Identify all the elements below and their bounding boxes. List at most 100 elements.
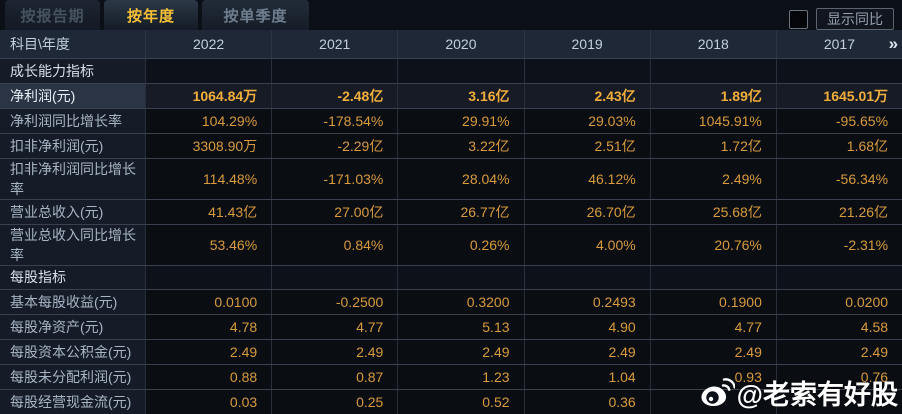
row-label: 基本每股收益(元)	[0, 290, 145, 315]
table-cell	[649, 390, 776, 414]
year-header-label: 2017	[823, 36, 856, 52]
table-cell: -0.2500	[271, 290, 398, 315]
table-cell: 3.16亿	[397, 83, 524, 108]
table-cell: 41.43亿	[145, 199, 272, 224]
table-cell: 0.36	[523, 390, 650, 414]
table-cell: 2.49	[145, 340, 272, 365]
table-row-net-profit[interactable]: 净利润(元) 1064.84万 -2.48亿 3.16亿 2.43亿 1.89亿…	[0, 82, 902, 108]
table-cell	[397, 59, 524, 83]
table-row-undistributed-profit-per-share[interactable]: 每股未分配利润(元) 0.88 0.87 1.23 1.04 0.93 0.76	[0, 364, 902, 390]
more-years-icon[interactable]: »	[888, 34, 899, 53]
table-row-net-profit-yoy[interactable]: 净利润同比增长率 104.29% -178.54% 29.91% 29.03% …	[0, 107, 902, 133]
table-cell: 1.04	[523, 365, 650, 390]
table-cell	[523, 265, 650, 290]
table-cell: 0.93	[649, 365, 776, 390]
table-row-total-revenue-yoy[interactable]: 营业总收入同比增长率 53.46% 0.84% 0.26% 4.00% 20.7…	[0, 223, 902, 265]
table-cell: -171.03%	[271, 158, 398, 199]
table-cell: 104.29%	[145, 108, 272, 133]
year-header: 2018	[649, 30, 776, 58]
table-row-total-revenue[interactable]: 营业总收入(元) 41.43亿 27.00亿 26.77亿 26.70亿 25.…	[0, 198, 902, 224]
table-row-deducted-profit-yoy[interactable]: 扣非净利润同比增长率 114.48% -171.03% 28.04% 46.12…	[0, 157, 902, 199]
yoy-controls: 显示同比	[789, 8, 902, 30]
table-cell: 0.88	[145, 365, 272, 390]
section-title: 每股指标	[0, 265, 145, 290]
table-cell: 2.49	[523, 340, 650, 365]
tab-report-period[interactable]: 按报告期	[5, 0, 100, 30]
show-yoy-label[interactable]: 显示同比	[816, 8, 894, 30]
table-row-basic-eps[interactable]: 基本每股收益(元) 0.0100 -0.2500 0.3200 0.2493 0…	[0, 289, 902, 315]
table-cell: 0.3200	[397, 290, 524, 315]
table-cell: -178.54%	[271, 108, 398, 133]
tab-by-quarter[interactable]: 按单季度	[202, 0, 309, 30]
table-cell: 4.90	[523, 315, 650, 340]
table-row-operating-cash-flow-per-share[interactable]: 每股经营现金流(元) 0.03 0.25 0.52 0.36	[0, 389, 902, 414]
table-cell: 21.26亿	[775, 199, 902, 224]
table-cell: 2.49	[649, 340, 776, 365]
corner-header: 科目\年度	[0, 30, 145, 58]
table-cell: 53.46%	[145, 224, 272, 265]
table-cell: 46.12%	[523, 158, 650, 199]
section-row-per-share: 每股指标	[0, 264, 902, 290]
table-cell: 0.84%	[271, 224, 398, 265]
table-cell: -2.31%	[775, 224, 902, 265]
year-header: 2017 »	[775, 30, 902, 58]
table-cell: 0.2493	[523, 290, 650, 315]
year-header: 2019	[523, 30, 650, 58]
table-cell: 0.76	[775, 365, 902, 390]
table-cell: 2.49	[775, 340, 902, 365]
table-cell: -56.34%	[775, 158, 902, 199]
table-cell: 0.26%	[397, 224, 524, 265]
table-cell: 25.68亿	[649, 199, 776, 224]
table-cell	[775, 265, 902, 290]
table-cell	[649, 265, 776, 290]
table-cell	[271, 265, 398, 290]
table-cell: 1.23	[397, 365, 524, 390]
row-label: 净利润(元)	[0, 83, 145, 108]
table-cell: 4.78	[145, 315, 272, 340]
table-cell: 2.51亿	[523, 133, 650, 158]
table-cell: 0.0200	[775, 290, 902, 315]
table-cell: 1.68亿	[775, 133, 902, 158]
table-row-nav-per-share[interactable]: 每股净资产(元) 4.78 4.77 5.13 4.90 4.77 4.58	[0, 314, 902, 340]
row-label: 每股资本公积金(元)	[0, 340, 145, 365]
show-yoy-checkbox[interactable]	[789, 9, 808, 29]
row-label: 营业总收入同比增长率	[0, 224, 145, 265]
table-cell: 4.00%	[523, 224, 650, 265]
row-label: 每股净资产(元)	[0, 315, 145, 340]
table-cell	[145, 59, 272, 83]
table-cell: 26.77亿	[397, 199, 524, 224]
table-cell: 29.03%	[523, 108, 650, 133]
table-cell: 0.1900	[649, 290, 776, 315]
table-cell: 27.00亿	[271, 199, 398, 224]
table-cell: 2.49	[397, 340, 524, 365]
section-row-growth: 成长能力指标	[0, 58, 902, 83]
table-cell	[775, 390, 902, 414]
row-label: 扣非净利润同比增长率	[0, 158, 145, 199]
table-cell: 114.48%	[145, 158, 272, 199]
table-cell: 0.25	[271, 390, 398, 414]
table-row-capital-reserve-per-share[interactable]: 每股资本公积金(元) 2.49 2.49 2.49 2.49 2.49 2.49	[0, 339, 902, 365]
table-cell: 2.43亿	[523, 83, 650, 108]
table-header-row: 科目\年度 2022 2021 2020 2019 2018 2017 »	[0, 30, 902, 58]
table-cell: 1645.01万	[775, 83, 902, 108]
table-cell: -95.65%	[775, 108, 902, 133]
row-label: 扣非净利润(元)	[0, 133, 145, 158]
table-row-deducted-profit[interactable]: 扣非净利润(元) 3308.90万 -2.29亿 3.22亿 2.51亿 1.7…	[0, 132, 902, 158]
table-cell	[523, 59, 650, 83]
table-cell: 29.91%	[397, 108, 524, 133]
table-cell: 3308.90万	[145, 133, 272, 158]
row-label: 每股未分配利润(元)	[0, 365, 145, 390]
year-header: 2022	[145, 30, 272, 58]
table-cell: 2.49	[271, 340, 398, 365]
table-cell: 1064.84万	[145, 83, 272, 108]
table-cell	[271, 59, 398, 83]
table-cell: 4.58	[775, 315, 902, 340]
table-cell: 3.22亿	[397, 133, 524, 158]
table-cell: -2.29亿	[271, 133, 398, 158]
table-cell	[775, 59, 902, 83]
table-cell: 26.70亿	[523, 199, 650, 224]
year-header: 2020	[397, 30, 524, 58]
row-label: 净利润同比增长率	[0, 108, 145, 133]
tab-by-year[interactable]: 按年度	[104, 0, 198, 30]
